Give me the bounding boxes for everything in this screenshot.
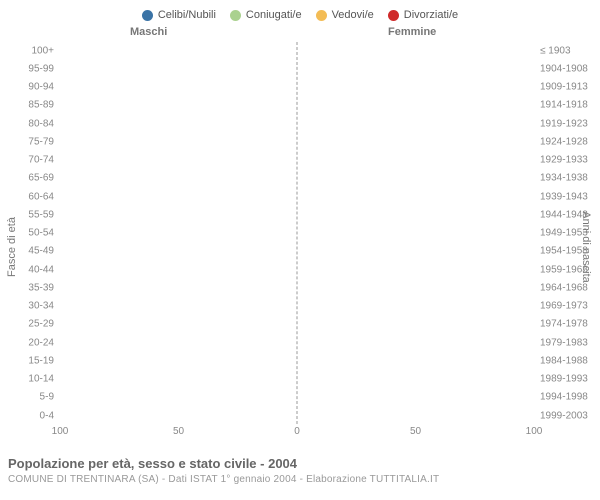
- age-row: 0-41999-2003: [60, 407, 534, 424]
- age-row: 80-841919-1923: [60, 115, 534, 132]
- age-row: 60-641939-1943: [60, 188, 534, 205]
- x-tick: 50: [410, 426, 421, 437]
- age-tick: 50-54: [28, 228, 60, 239]
- age-tick: 20-24: [28, 337, 60, 348]
- birth-tick: 1959-1963: [534, 264, 588, 275]
- age-row: 35-391964-1968: [60, 279, 534, 296]
- pyramid-chart: Fasce di età Anni di nascita 100+≤ 19039…: [0, 42, 600, 452]
- birth-tick: ≤ 1903: [534, 45, 571, 56]
- age-row: 10-141989-1993: [60, 371, 534, 388]
- birth-tick: 1909-1913: [534, 82, 588, 93]
- birth-tick: 1954-1958: [534, 246, 588, 257]
- birth-tick: 1924-1928: [534, 136, 588, 147]
- legend-item: Celibi/Nubili: [142, 9, 216, 21]
- age-row: 20-241979-1983: [60, 334, 534, 351]
- age-tick: 65-69: [28, 173, 60, 184]
- age-row: 50-541949-1953: [60, 225, 534, 242]
- birth-tick: 1979-1983: [534, 337, 588, 348]
- legend-label: Divorziati/e: [404, 9, 458, 21]
- age-tick: 45-49: [28, 246, 60, 257]
- age-tick: 55-59: [28, 209, 60, 220]
- plot-area: 100+≤ 190395-991904-1908 90-941909-191385…: [60, 42, 534, 424]
- age-tick: 60-64: [28, 191, 60, 202]
- age-tick: 15-19: [28, 355, 60, 366]
- x-tick: 50: [173, 426, 184, 437]
- birth-tick: 1929-1933: [534, 155, 588, 166]
- age-row: 15-191984-1988: [60, 352, 534, 369]
- male-label: Maschi: [130, 26, 167, 38]
- age-row: 75-791924-1928: [60, 133, 534, 150]
- age-row: 85-891914-1918: [60, 97, 534, 114]
- birth-tick: 1964-1968: [534, 282, 588, 293]
- age-tick: 0-4: [40, 410, 60, 421]
- birth-tick: 1934-1938: [534, 173, 588, 184]
- birth-tick: 1939-1943: [534, 191, 588, 202]
- age-row: 40-441959-1963: [60, 261, 534, 278]
- age-tick: 40-44: [28, 264, 60, 275]
- age-tick: 75-79: [28, 136, 60, 147]
- legend-swatch: [230, 10, 241, 21]
- x-tick: 100: [526, 426, 543, 437]
- age-tick: 5-9: [40, 392, 60, 403]
- age-tick: 90-94: [28, 82, 60, 93]
- age-tick: 70-74: [28, 155, 60, 166]
- birth-tick: 1974-1978: [534, 319, 588, 330]
- legend-swatch: [142, 10, 153, 21]
- age-row: 65-691934-1938: [60, 170, 534, 187]
- left-axis-title: Fasce di età: [6, 217, 18, 277]
- age-row: 30-341969-1973: [60, 298, 534, 315]
- birth-tick: 1919-1923: [534, 118, 588, 129]
- age-tick: 85-89: [28, 100, 60, 111]
- age-row: 90-941909-1913: [60, 79, 534, 96]
- birth-tick: 1949-1953: [534, 228, 588, 239]
- age-tick: 80-84: [28, 118, 60, 129]
- female-label: Femmine: [388, 26, 436, 38]
- birth-tick: 1904-1908: [534, 63, 588, 74]
- birth-tick: 1969-1973: [534, 301, 588, 312]
- age-tick: 35-39: [28, 282, 60, 293]
- age-row: 25-291974-1978: [60, 316, 534, 333]
- birth-tick: 1914-1918: [534, 100, 588, 111]
- age-tick: 100+: [31, 45, 60, 56]
- legend-swatch: [316, 10, 327, 21]
- gender-labels: Maschi Femmine: [0, 26, 600, 42]
- birth-tick: 1984-1988: [534, 355, 588, 366]
- age-tick: 30-34: [28, 301, 60, 312]
- chart-title: Popolazione per età, sesso e stato civil…: [8, 456, 592, 473]
- legend-item: Vedovi/e: [316, 9, 374, 21]
- birth-tick: 1999-2003: [534, 410, 588, 421]
- age-row: 55-591944-1948: [60, 206, 534, 223]
- age-row: 100+≤ 1903: [60, 42, 534, 59]
- birth-tick: 1944-1948: [534, 209, 588, 220]
- legend-label: Vedovi/e: [332, 9, 374, 21]
- legend-item: Coniugati/e: [230, 9, 302, 21]
- birth-tick: 1989-1993: [534, 374, 588, 385]
- rows-container: 100+≤ 190395-991904-1908 90-941909-191385…: [60, 42, 534, 424]
- age-row: 45-491954-1958: [60, 243, 534, 260]
- age-tick: 10-14: [28, 374, 60, 385]
- chart-subtitle: COMUNE DI TRENTINARA (SA) - Dati ISTAT 1…: [8, 473, 592, 486]
- birth-tick: 1994-1998: [534, 392, 588, 403]
- age-row: 70-741929-1933: [60, 152, 534, 169]
- x-axis: 10050050100: [60, 426, 534, 442]
- age-row: 95-991904-1908: [60, 60, 534, 77]
- legend-item: Divorziati/e: [388, 9, 458, 21]
- age-row: 5-91994-1998: [60, 389, 534, 406]
- legend-label: Coniugati/e: [246, 9, 302, 21]
- legend-swatch: [388, 10, 399, 21]
- legend-label: Celibi/Nubili: [158, 9, 216, 21]
- x-tick: 0: [294, 426, 300, 437]
- x-tick: 100: [52, 426, 69, 437]
- legend: Celibi/Nubili Coniugati/e Vedovi/e Divorzia…: [0, 0, 600, 26]
- chart-caption: Popolazione per età, sesso e stato civil…: [0, 452, 600, 486]
- age-tick: 25-29: [28, 319, 60, 330]
- age-tick: 95-99: [28, 63, 60, 74]
